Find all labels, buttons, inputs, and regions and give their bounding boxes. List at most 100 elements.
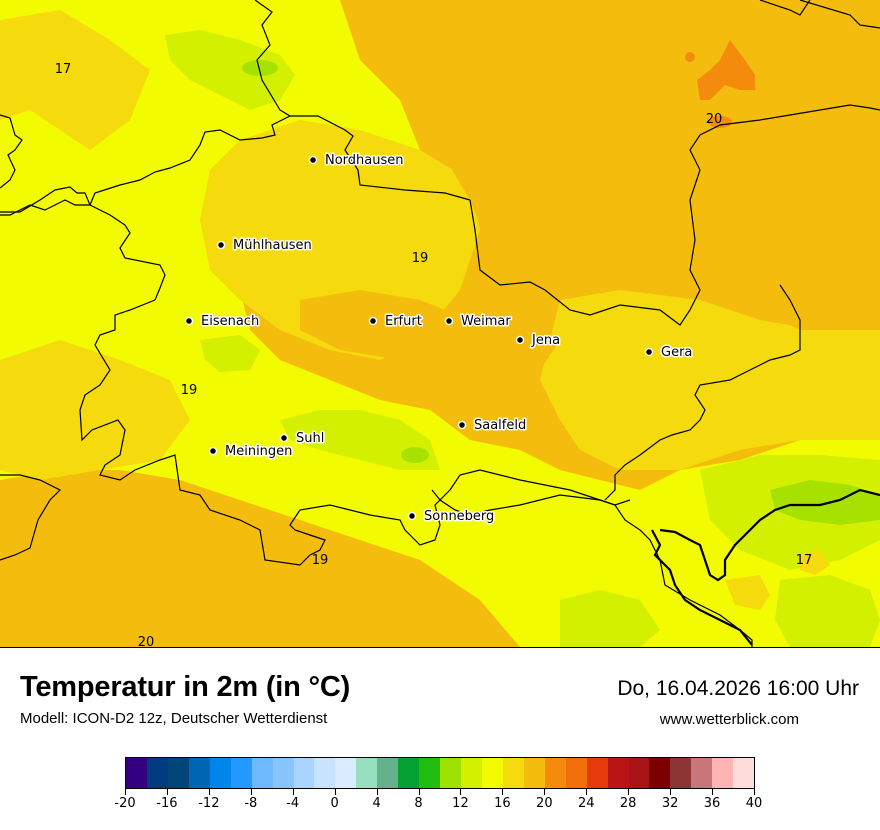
city-dot-icon (216, 240, 226, 250)
colorbar-cell (167, 758, 189, 788)
colorbar-cell (293, 758, 315, 788)
temperature-zone-14-16-north (165, 30, 295, 110)
colorbar-tick-mark (712, 789, 714, 795)
city-label: Meiningen (225, 444, 292, 459)
city-marker[interactable]: Eisenach (184, 313, 261, 331)
temperature-spot-20-22 (685, 52, 695, 62)
colorbar-cell (649, 758, 671, 788)
colorbar-cell (230, 758, 252, 788)
colorbar-tick-label: 16 (494, 796, 511, 811)
state-border-gera (604, 284, 801, 501)
colorbar-tick-mark (670, 789, 672, 795)
state-border-west (0, 186, 91, 216)
colorbar-cell (461, 758, 482, 788)
colorbar-cell (356, 758, 378, 788)
contour-label: 17 (796, 553, 813, 568)
temperature-zone-18-20-light-south (0, 340, 190, 480)
colorbar-tick-mark (628, 789, 630, 795)
colorbar-cell (314, 758, 336, 788)
colorbar-cell (398, 758, 420, 788)
city-dot-icon (308, 155, 318, 165)
city-marker[interactable]: Nordhausen (308, 152, 405, 170)
temperature-map[interactable]: 17 20 19 19 19 17 20 Nordhausen Mühlhausen Eisen… (0, 0, 880, 648)
city-marker[interactable]: Mühlhausen (216, 237, 313, 255)
colorbar-tick-label: -12 (198, 796, 220, 811)
contour-label: 20 (138, 635, 155, 647)
city-marker[interactable]: Sonneberg (407, 508, 496, 526)
colorbar-tick-label: 20 (536, 796, 553, 811)
temperature-zone-14-16-thueringer-wald (280, 410, 440, 470)
contour-label: 19 (312, 553, 329, 568)
temperature-colorbar (125, 757, 755, 789)
city-dot-icon (184, 316, 194, 326)
city-dot-icon (457, 420, 467, 430)
city-marker[interactable]: Meiningen (208, 443, 294, 461)
colorbar-tick-mark (418, 789, 420, 795)
city-label: Sonneberg (424, 509, 494, 524)
state-border-south (289, 469, 631, 556)
colorbar-tick-label: -20 (114, 796, 136, 811)
colorbar-tick-mark (166, 789, 168, 795)
colorbar-cell (565, 758, 587, 788)
chart-title: Temperatur in 2m (in °C) (20, 671, 351, 703)
contour-label: 19 (181, 383, 198, 398)
forecast-datetime: Do, 16.04.2026 16:00 Uhr (617, 677, 859, 700)
colorbar-tick-label: 40 (745, 796, 763, 811)
colorbar-tick-mark (544, 789, 546, 795)
colorbar-cell (502, 758, 524, 788)
city-dot-icon (644, 347, 654, 357)
temperature-zone-14-16-southeast (775, 575, 880, 647)
map-canvas: 17 20 19 19 19 17 20 Nordhausen Mühlhausen Eisen… (0, 0, 880, 647)
city-marker[interactable]: Suhl (279, 430, 326, 448)
city-label: Erfurt (385, 314, 422, 329)
city-marker[interactable]: Gera (644, 344, 694, 362)
city-marker[interactable]: Weimar (444, 313, 513, 331)
state-border-north (254, 0, 471, 201)
colorbar-cell (481, 758, 503, 788)
colorbar-cell (272, 758, 294, 788)
colorbar-cell (209, 758, 231, 788)
state-border-northeast (759, 0, 880, 29)
city-dot-icon (279, 433, 289, 443)
colorbar-tick-mark (292, 789, 294, 795)
city-marker[interactable]: Saalfeld (457, 417, 528, 435)
colorbar-cell (670, 758, 692, 788)
temperature-zone-18-20-light-west (0, 10, 150, 150)
colorbar-cell (146, 758, 168, 788)
national-border-czech (651, 488, 880, 646)
colorbar-tick-label: 36 (703, 796, 721, 811)
temperature-zone-18-20-southwest (0, 490, 320, 647)
temperature-zone-12-14-thueringer-wald (401, 447, 429, 463)
colorbar-cell (607, 758, 629, 788)
temperature-zone-12-14-north (242, 60, 278, 76)
colorbar-cell (419, 758, 441, 788)
city-label: Nordhausen (325, 153, 404, 168)
colorbar-cell (523, 758, 545, 788)
colorbar-tick-mark (754, 789, 755, 795)
city-marker[interactable]: Jena (515, 332, 562, 350)
colorbar-cell (544, 758, 566, 788)
temperature-zone-14-16-south (560, 590, 660, 647)
city-dot-icon (407, 511, 417, 521)
website-link[interactable]: www.wetterblick.com (659, 711, 799, 728)
colorbar-tick-label: 0 (330, 796, 339, 811)
state-border-eisenach (79, 299, 311, 566)
contour-labels: 17 20 19 19 19 17 20 (55, 62, 813, 647)
colorbar-tick-label: 4 (372, 796, 381, 811)
colorbar-cell (628, 758, 650, 788)
colorbar-cell (440, 758, 461, 788)
city-marker[interactable]: Erfurt (368, 313, 423, 331)
temperature-spot-20-22 (708, 116, 732, 128)
city-label: Gera (661, 345, 692, 360)
colorbar-tick-mark (586, 789, 588, 795)
city-label: Weimar (461, 314, 511, 329)
colorbar-cell (733, 758, 755, 788)
colorbar-tick-mark (502, 789, 504, 795)
state-border-far-west (0, 114, 23, 189)
city-markers: Nordhausen Mühlhausen Eisenach Erfurt Weimar… (184, 152, 694, 526)
contour-label: 17 (55, 62, 72, 77)
temperature-zone-18-20-light-patch-east (725, 575, 770, 610)
contour-label: 20 (706, 112, 723, 127)
state-border-sonneberg (431, 489, 753, 647)
colorbar-ticks: -20 -16 -12 -8 -4 0 4 8 12 16 20 24 28 32 36 40 (114, 789, 762, 819)
